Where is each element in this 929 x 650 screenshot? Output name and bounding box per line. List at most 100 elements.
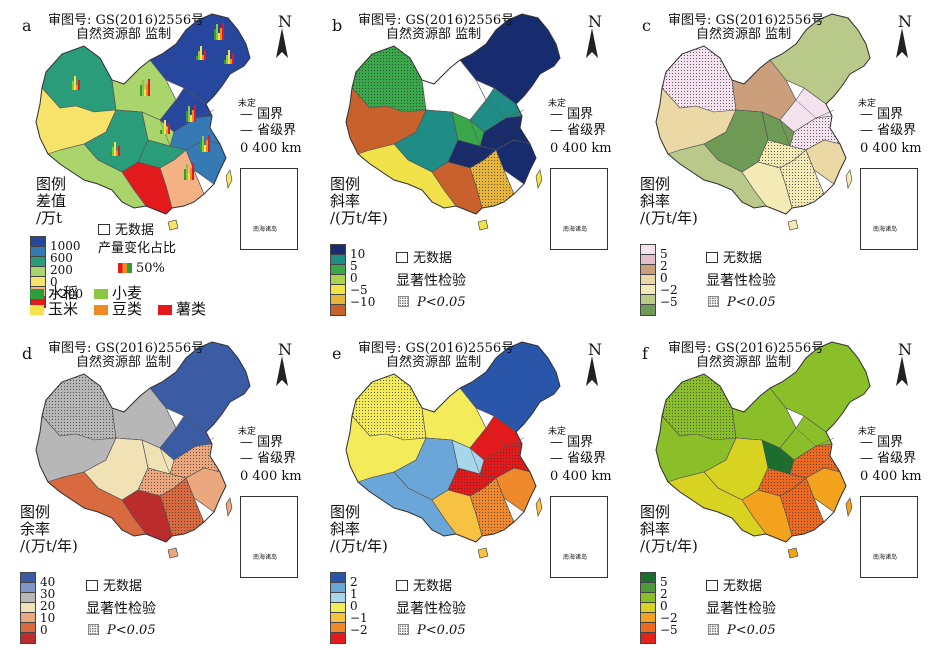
china-map-f bbox=[655, 341, 908, 559]
p-value-label: P<0.05 bbox=[727, 623, 776, 638]
province-border bbox=[741, 499, 767, 535]
no-data-swatch bbox=[706, 580, 718, 591]
legend-tick: −2 bbox=[660, 283, 678, 297]
crop-label: 薯类 bbox=[176, 300, 207, 318]
province-border bbox=[193, 497, 215, 513]
crop-bar-glyph bbox=[196, 56, 198, 60]
province-border bbox=[769, 387, 827, 433]
ratio-sample: 50% bbox=[118, 262, 165, 275]
south-sea-inset: 南海诸岛 bbox=[240, 496, 298, 578]
legend-tick: 1 bbox=[350, 587, 358, 601]
crop-legend-item: 豆类 bbox=[94, 302, 142, 317]
crop-bar-glyph bbox=[142, 80, 144, 96]
ministry-label: 自然资源部 监制 bbox=[386, 355, 482, 370]
province-border bbox=[469, 99, 487, 121]
national-border bbox=[35, 13, 251, 215]
provincial-border-label: — 省级界 bbox=[550, 451, 607, 466]
crop-bar-glyph bbox=[190, 115, 192, 122]
significance-title: 显著性检验 bbox=[706, 601, 776, 617]
legend-tick: −5 bbox=[660, 623, 678, 637]
crop-bar-glyph bbox=[222, 23, 224, 40]
ministry-label: 自然资源部 监制 bbox=[386, 27, 482, 42]
crop-bar-glyph bbox=[70, 86, 72, 90]
south-sea-inset: 南海诸岛 bbox=[860, 496, 918, 578]
review-number: 审图号: GS(2016)2556号 bbox=[668, 341, 825, 356]
province-border bbox=[735, 437, 795, 461]
north-label: N bbox=[898, 340, 912, 359]
province-border bbox=[703, 471, 743, 501]
island bbox=[845, 497, 853, 517]
crop-bar-glyph bbox=[216, 24, 218, 40]
crop-legend-item: 玉米 bbox=[30, 302, 78, 317]
review-number: 审图号: GS(2016)2556号 bbox=[48, 341, 205, 356]
legend-title-line: 斜率 bbox=[330, 520, 361, 538]
ratio-value: 50% bbox=[136, 261, 165, 276]
province-border bbox=[459, 387, 517, 433]
significance-stipple bbox=[780, 150, 824, 208]
p-value-legend: P<0.05 bbox=[398, 296, 466, 309]
stipple-swatch bbox=[398, 624, 409, 635]
legend-tick: −5 bbox=[350, 283, 368, 297]
significance-stipple bbox=[448, 140, 496, 168]
no-data-label: 无数据 bbox=[723, 251, 763, 266]
china-map-a bbox=[35, 13, 288, 231]
province-border bbox=[503, 497, 525, 513]
crop-swatch bbox=[30, 289, 44, 299]
review-number: 审图号: GS(2016)2556号 bbox=[48, 13, 205, 28]
north-arrow-icon bbox=[586, 28, 598, 58]
crop-bar-glyph bbox=[220, 28, 222, 40]
scale-bar-label: 0 400 km bbox=[550, 141, 612, 156]
national-border-label: — 国界 bbox=[550, 107, 594, 122]
legend-swatch bbox=[330, 304, 346, 316]
crop-bar-glyph bbox=[114, 142, 116, 156]
north-label: N bbox=[588, 12, 602, 31]
province-border bbox=[137, 149, 187, 169]
crop-bar-glyph bbox=[164, 120, 166, 134]
crop-swatch bbox=[94, 305, 108, 315]
legend-tick: 200 bbox=[50, 263, 73, 277]
south-sea-label: 南海诸岛 bbox=[253, 554, 278, 561]
legend-swatch bbox=[640, 632, 656, 644]
south-sea-label: 南海诸岛 bbox=[563, 554, 588, 561]
south-sea-label: 南海诸岛 bbox=[873, 554, 898, 561]
ministry-label: 自然资源部 监制 bbox=[696, 355, 792, 370]
p-value-legend: P<0.05 bbox=[88, 624, 156, 637]
south-sea-label: 南海诸岛 bbox=[253, 226, 278, 233]
south-sea-inset: 南海诸岛 bbox=[550, 168, 608, 250]
legend-tick: 10 bbox=[40, 611, 56, 625]
province-border bbox=[159, 99, 177, 121]
legend-title-line: /(万t/年) bbox=[640, 537, 698, 555]
legend-tick: 0 bbox=[50, 275, 58, 289]
legend-title-line: /(万t/年) bbox=[330, 537, 388, 555]
province-border bbox=[59, 79, 117, 151]
crop-bar-glyph bbox=[116, 151, 118, 156]
legend-title-line: 图例 bbox=[36, 175, 67, 193]
crop-bar-glyph bbox=[218, 33, 220, 40]
crop-label: 玉米 bbox=[48, 300, 79, 318]
map-panel-e: e 审图号: GS(2016)2556号 自然资源部 监制 N 未定 — 国界 — 省级界 0… bbox=[310, 328, 612, 646]
provincial-border-label: — 省级界 bbox=[860, 123, 917, 138]
province-border bbox=[115, 437, 175, 461]
no-data-legend: 无数据 bbox=[396, 580, 452, 593]
crop-bar-glyph bbox=[140, 85, 142, 96]
crop-swatch bbox=[94, 289, 108, 299]
island bbox=[225, 169, 233, 189]
review-number: 审图号: GS(2016)2556号 bbox=[358, 13, 515, 28]
p-value-label: P<0.05 bbox=[727, 295, 776, 310]
legend-title-line: /(万t/年) bbox=[330, 209, 388, 227]
province-border bbox=[741, 171, 767, 207]
significance-stipple bbox=[352, 46, 426, 112]
legend-tick: 1000 bbox=[50, 239, 81, 253]
legend-tick: 20 bbox=[40, 599, 56, 613]
no-data-swatch bbox=[86, 580, 98, 591]
panel-letter: d bbox=[22, 344, 33, 363]
significance-stipple bbox=[662, 46, 736, 112]
crop-swatch bbox=[158, 305, 172, 315]
panel-letter: a bbox=[22, 16, 32, 35]
map-panel-b: b 审图号: GS(2016)2556号 自然资源部 监制 N 未定 — 国界 — 省级界 0… bbox=[310, 0, 612, 318]
china-map-c bbox=[655, 13, 908, 231]
crop-bar-glyph bbox=[186, 111, 188, 122]
stipple-swatch bbox=[708, 296, 719, 307]
legend-title-line: /万t bbox=[36, 209, 63, 227]
significance-title: 显著性检验 bbox=[86, 601, 156, 617]
